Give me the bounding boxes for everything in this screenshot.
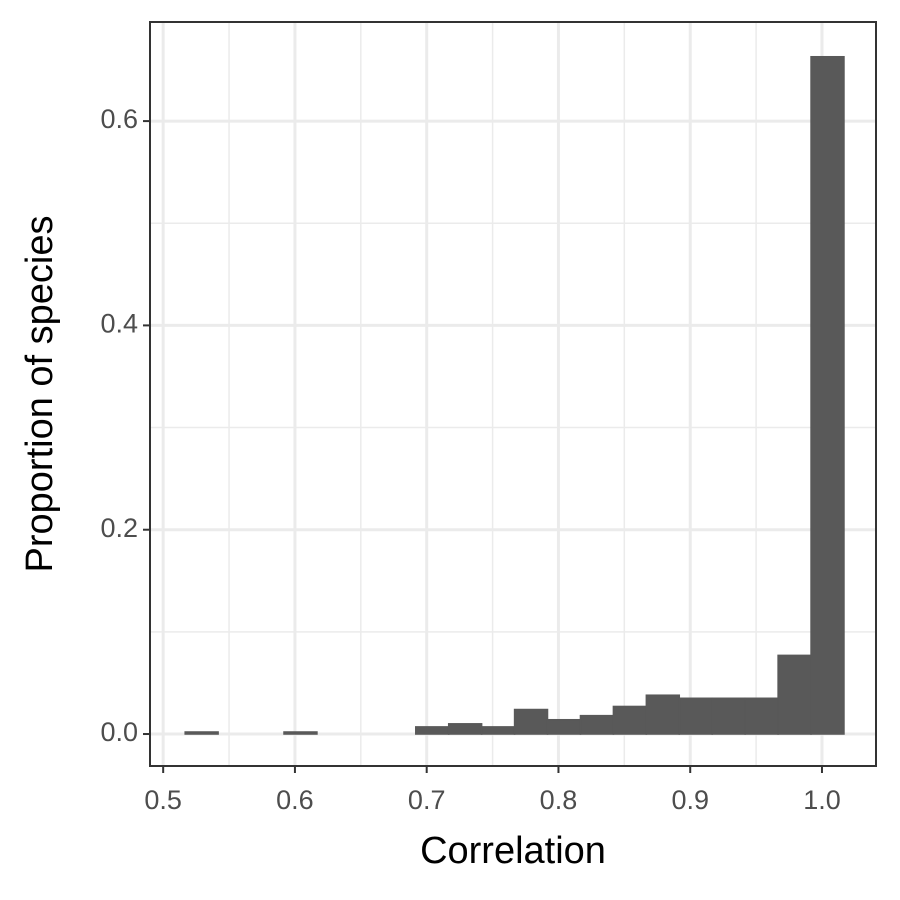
bar [777, 654, 812, 735]
bar [546, 718, 582, 735]
plot-border [149, 21, 877, 767]
y-tick-label: 0.4 [100, 309, 138, 339]
bar [480, 726, 516, 735]
y-tick-label: 0.2 [100, 513, 138, 543]
bar [810, 55, 845, 735]
x-tick-label: 0.7 [408, 785, 446, 815]
bar [711, 697, 746, 735]
y-axis-title: Proportion of species [19, 216, 61, 573]
bar [645, 694, 681, 735]
bar [612, 705, 648, 735]
x-axis-title: Correlation [420, 830, 606, 872]
x-tick-label: 0.8 [540, 785, 578, 815]
x-tick-label: 0.9 [671, 785, 709, 815]
y-tick-label: 0.6 [100, 104, 138, 134]
bar [678, 697, 713, 735]
y-tick-label: 0.0 [100, 717, 138, 747]
bar [447, 723, 483, 735]
x-tick-label: 0.5 [144, 785, 182, 815]
bar [513, 708, 549, 735]
bar [579, 714, 615, 735]
bar [415, 726, 450, 735]
x-tick-label: 0.6 [276, 785, 314, 815]
bar [184, 731, 219, 735]
x-tick-label: 1.0 [803, 785, 841, 815]
bar [283, 731, 318, 735]
plot-background [150, 22, 876, 766]
bar [744, 697, 779, 735]
